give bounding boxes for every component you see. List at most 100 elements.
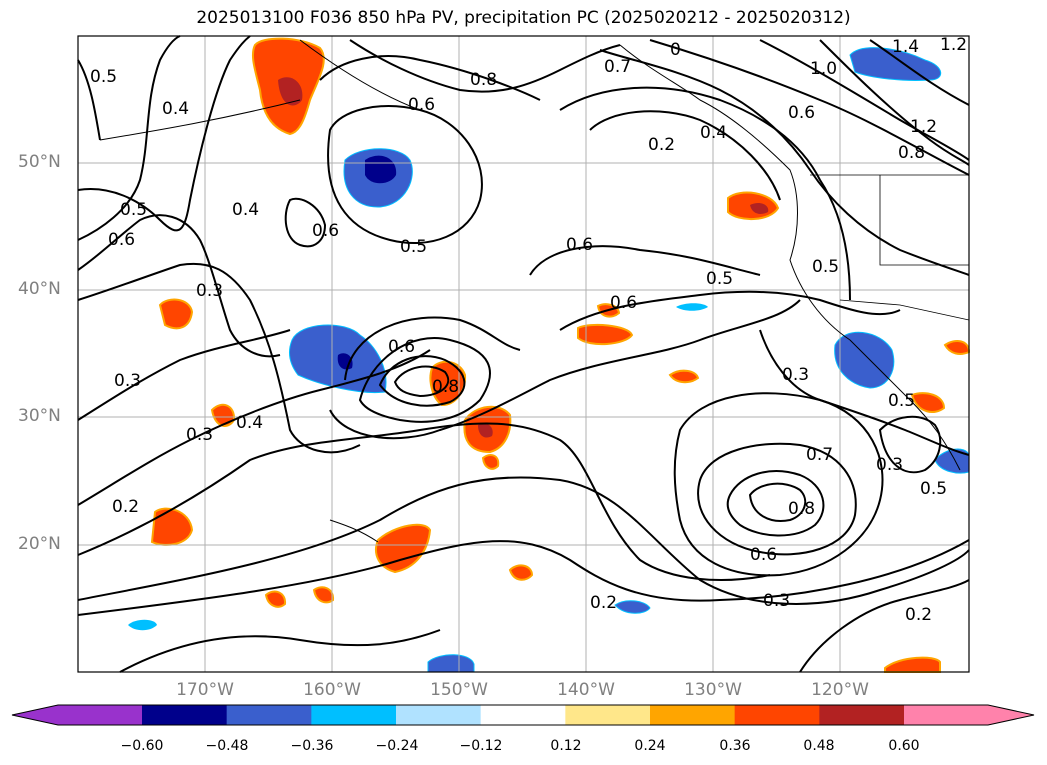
contour-label: 0.2: [112, 497, 139, 517]
contour-line: [673, 392, 884, 577]
colorbar-tick: −0.12: [459, 738, 503, 754]
contour-line: [77, 422, 771, 581]
colorbar-cell: [311, 705, 397, 725]
contour-line: [599, 49, 970, 276]
contour-label: 0.2: [590, 593, 617, 613]
lat-label-50n: 50°N: [18, 152, 61, 172]
us-borders: [810, 174, 970, 321]
contour-label: 0.3: [782, 365, 809, 385]
lon-label-150w: 150°W: [430, 680, 488, 700]
contour-label: 0.6: [566, 235, 593, 255]
colorbar-tick: 0.60: [888, 738, 920, 754]
contour-label: 0.6: [312, 221, 339, 241]
precip-pos-18: [481, 453, 500, 470]
colorbar-extend-low: [12, 705, 142, 725]
precip-positive-areas: [150, 37, 971, 673]
contour-label: 0.7: [806, 445, 833, 465]
lon-label-170w: 170°W: [176, 680, 234, 700]
colorbar-tick: 0.12: [550, 738, 582, 754]
contour-label: 0.5: [706, 269, 733, 289]
contour-line: [77, 214, 281, 358]
contour-line: [559, 290, 901, 331]
contour-label: 0.6: [408, 95, 435, 115]
lon-label-160w: 160°W: [303, 680, 361, 700]
contour-label: 0.5: [812, 257, 839, 277]
precip-pos-4-core: [478, 423, 493, 438]
contour-line: [77, 262, 361, 454]
contour-label: 0.8: [470, 70, 497, 90]
contour-label: 0.3: [876, 455, 903, 475]
lon-label-140w: 140°W: [557, 680, 615, 700]
contour-label: 0.5: [920, 479, 947, 499]
contour-line: [799, 579, 970, 673]
contour-label: 0.2: [648, 135, 675, 155]
precip-pos-16: [668, 369, 700, 384]
colorbar-cell: [565, 705, 651, 725]
contour-label: 0.4: [232, 200, 259, 220]
contour-line: [77, 349, 431, 506]
coastline: [99, 39, 961, 543]
contour-label: 0.3: [186, 425, 213, 445]
contour-line: [119, 629, 441, 673]
contour-line: [344, 316, 521, 381]
contour-label: 0.4: [162, 99, 189, 119]
colorbar-cell: [734, 705, 820, 725]
colorbar-tick: 0.48: [803, 738, 835, 754]
contour-label: 0.3: [114, 371, 141, 391]
contour-line: [77, 35, 251, 232]
contour-line: [819, 39, 970, 166]
colorbar: [11, 704, 1035, 726]
colorbar-cell: [396, 705, 482, 725]
colorbar-tick: −0.24: [375, 738, 419, 754]
contour-label: 0.6: [750, 545, 777, 565]
lon-label-120w: 120°W: [811, 680, 869, 700]
contour-line: [319, 55, 541, 101]
lon-label-130w: 130°W: [684, 680, 742, 700]
colorbar-tick: 0.36: [719, 738, 751, 754]
contour-label: 1.0: [810, 59, 837, 79]
precip-pos-8: [577, 323, 634, 346]
contour-labels: 0.5 0.4 0.6 0.8 0 0.7 0.6 1.4 1.2 1.0 1.…: [90, 35, 967, 625]
alaska-coast: [299, 39, 961, 471]
contour-line: [759, 39, 970, 161]
colorbar-cell: [819, 705, 905, 725]
colorbar-tick: −0.36: [290, 738, 334, 754]
contour-label: 0.4: [236, 413, 263, 433]
contour-label: 0.6: [788, 103, 815, 123]
contour-label: 0.3: [196, 281, 223, 301]
hawaii-islands: [329, 519, 379, 543]
contour-line: [748, 482, 807, 522]
contour-line: [327, 105, 483, 245]
colorbar-tick: 0.24: [634, 738, 666, 754]
contour-line: [77, 35, 181, 241]
contour-line: [358, 337, 491, 423]
precip-neg-7: [614, 600, 651, 614]
precip-pos-11: [910, 392, 946, 413]
lat-label-30n: 30°N: [18, 406, 61, 426]
colorbar-tick: −0.48: [205, 738, 249, 754]
map-frame: [77, 35, 970, 673]
contour-label: 0.4: [700, 123, 727, 143]
contour-label: 0.8: [898, 143, 925, 163]
precip-neg-8: [128, 619, 157, 631]
precip-neg-9: [676, 303, 708, 311]
contour-line: [726, 470, 825, 537]
contour-label: 1.4: [892, 37, 919, 57]
colorbar-cell: [226, 705, 312, 725]
contour-line: [349, 39, 621, 93]
colorbar-cells: [142, 705, 905, 725]
contour-line: [378, 355, 466, 407]
precip-pos-14: [312, 586, 335, 604]
contour-line: [559, 86, 851, 301]
precip-pos-2-core: [750, 202, 769, 214]
contour-label: 1.2: [910, 117, 937, 137]
contour-line: [284, 197, 327, 248]
colorbar-cell: [480, 705, 566, 725]
precip-pos-5: [158, 298, 194, 330]
contour-line: [529, 245, 761, 276]
contour-label: 0.5: [120, 200, 147, 220]
contour-line: [759, 329, 970, 456]
colorbar-extend-high: [904, 705, 1034, 725]
contour-label: 0: [670, 40, 681, 60]
